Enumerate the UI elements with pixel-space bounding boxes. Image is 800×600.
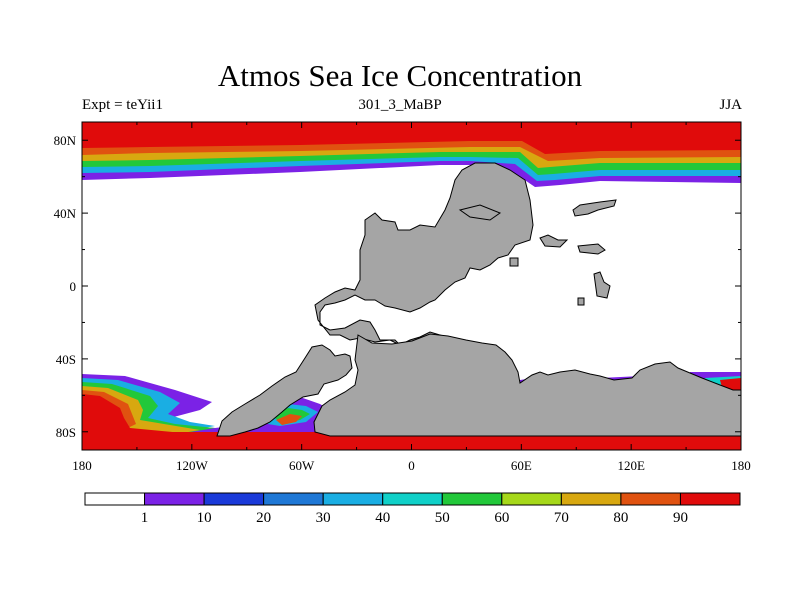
colorbar-bin <box>203 492 265 506</box>
arctic-ice-90 <box>82 122 741 154</box>
colorbar-bin <box>263 492 324 506</box>
colorbar-label: 70 <box>554 510 569 526</box>
x-tick-label: 180 <box>731 458 751 473</box>
axis-ticks: 180 120W 60W 0 60E 120E 180 80N 40N 0 40S 80S <box>54 122 751 473</box>
x-tick-label: 60W <box>289 458 315 473</box>
southern-continent <box>313 333 741 437</box>
x-tick-label: 120E <box>617 458 645 473</box>
map-title: Atmos Sea Ice Concentration <box>217 58 583 93</box>
colorbar-label: 40 <box>375 510 390 526</box>
small-isle-3 <box>577 243 606 255</box>
colorbar-label: 60 <box>494 510 509 526</box>
colorbar-label: 50 <box>435 510 450 526</box>
colorbar-bin <box>679 492 741 506</box>
south-american-tip <box>216 344 353 437</box>
x-tick-label: 120W <box>176 458 209 473</box>
colorbar-label: 30 <box>316 510 331 526</box>
colorbar-label: 20 <box>256 510 271 526</box>
small-isle-6 <box>509 257 519 267</box>
land-masses <box>216 162 741 437</box>
y-tick-label: 40N <box>54 206 77 221</box>
arctic-sea-ice <box>82 122 741 187</box>
colorbar-bin <box>382 492 443 506</box>
east-island <box>458 204 502 221</box>
colorbar-bin <box>322 492 384 506</box>
colorbar-bin <box>620 492 681 506</box>
colorbar: 1 10 20 30 40 50 60 70 80 90 <box>84 492 741 526</box>
x-tick-label: 0 <box>408 458 415 473</box>
colorbar-bin <box>501 492 562 506</box>
y-tick-label: 0 <box>70 279 77 294</box>
colorbar-bin <box>84 492 146 506</box>
weddell-ice-80 <box>276 414 302 425</box>
y-tick-label: 80N <box>54 133 77 148</box>
colorbar-label: 1 <box>141 510 149 526</box>
experiment-label: Expt = teYii1 <box>82 97 163 113</box>
y-tick-label: 80S <box>56 425 76 440</box>
small-isle-4 <box>593 271 611 299</box>
small-isle-1 <box>572 199 617 217</box>
plot-area <box>82 122 741 450</box>
colorbar-bin <box>144 492 205 506</box>
small-isle-5 <box>577 297 585 306</box>
x-tick-label: 60E <box>511 458 532 473</box>
season-label: JJA <box>719 97 742 113</box>
time-label: 301_3_MaBP <box>358 97 442 113</box>
small-isle-2 <box>539 234 569 248</box>
colorbar-label: 80 <box>613 510 628 526</box>
y-tick-label: 40S <box>56 352 76 367</box>
colorbar-label: 10 <box>197 510 212 526</box>
north-continent <box>314 162 534 347</box>
colorbar-label: 90 <box>673 510 688 526</box>
colorbar-bin <box>560 492 622 506</box>
x-tick-label: 180 <box>72 458 92 473</box>
colorbar-bin <box>441 492 503 506</box>
